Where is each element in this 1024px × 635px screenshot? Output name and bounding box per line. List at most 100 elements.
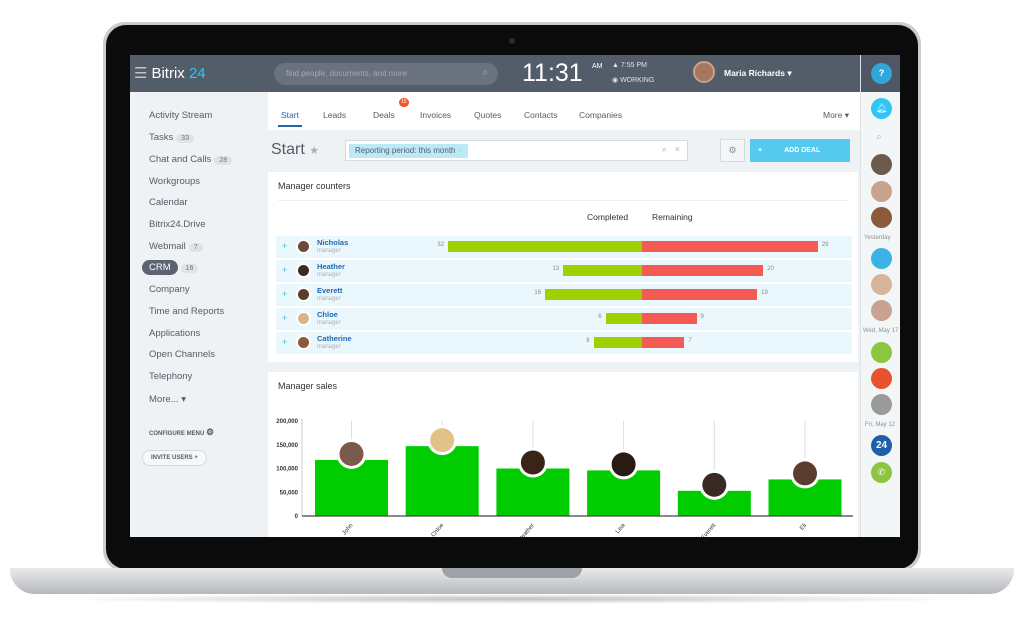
tab-quotes[interactable]: Quotes xyxy=(474,110,501,120)
manager-avatar xyxy=(296,335,311,350)
y-tick-label: 50,000 xyxy=(280,490,299,496)
configure-menu[interactable]: CONFIGURE MENU ⚙ xyxy=(149,427,215,437)
bitrix24-icon[interactable]: 24 xyxy=(871,435,892,456)
sidebar-item-tasks[interactable]: Tasks 33 xyxy=(149,132,195,143)
expand-icon[interactable]: + xyxy=(282,313,288,323)
tab-leads[interactable]: Leads xyxy=(323,110,346,120)
clock-ampm: AM xyxy=(592,63,603,70)
counter-row: + Everett manager 16 19 xyxy=(276,284,852,306)
crm-tabs: Start Leads Deals 15 Invoices Quotes Contacts C… xyxy=(268,92,860,130)
sidebar-item-calendar[interactable]: Calendar xyxy=(149,197,188,208)
x-tick-label: Everett xyxy=(701,522,718,537)
sidebar-item-activity-stream[interactable]: Activity Stream xyxy=(149,110,212,121)
contact-avatar[interactable] xyxy=(871,274,892,295)
sidebar-item-time-and-reports[interactable]: Time and Reports xyxy=(149,306,224,317)
filter-input[interactable]: Reporting period: this month × ⌕ × xyxy=(345,140,688,161)
tab-companies[interactable]: Companies xyxy=(579,110,622,120)
manager-name[interactable]: Everett xyxy=(317,286,343,295)
logo[interactable]: ☰ Bitrix 24 xyxy=(134,65,206,82)
manager-sales-panel: Manager sales 0 50,000 100,000 150,000 200,0… xyxy=(268,372,858,537)
sidebar-item-open-channels[interactable]: Open Channels xyxy=(149,349,215,360)
manager-avatar xyxy=(702,472,727,497)
remaining-bar xyxy=(642,313,697,324)
search-icon[interactable]: ⌕ xyxy=(876,131,883,143)
phone-icon[interactable]: ✆ xyxy=(871,462,892,483)
expand-icon[interactable]: + xyxy=(282,265,288,275)
clear-icon[interactable]: × xyxy=(674,144,680,154)
work-status[interactable]: ◉ WORKING xyxy=(612,77,655,84)
help-button[interactable]: ? xyxy=(871,63,892,84)
sidebar-item-label: Activity Stream xyxy=(149,110,213,121)
menu-icon[interactable]: ☰ xyxy=(134,65,148,82)
invite-users-button[interactable]: INVITE USERS + xyxy=(142,450,207,466)
contact-avatar[interactable] xyxy=(871,181,892,202)
top-header: ☰ Bitrix 24 find people, documents, and m… xyxy=(130,55,860,92)
expand-icon[interactable]: + xyxy=(282,337,288,347)
contact-avatar[interactable] xyxy=(871,154,892,175)
search-icon[interactable]: ⌕ xyxy=(661,144,667,154)
contact-avatar[interactable] xyxy=(871,207,892,228)
bell-icon[interactable]: 🔔︎ xyxy=(871,98,892,119)
remaining-value: 7 xyxy=(688,338,692,344)
y-tick-label: 200,000 xyxy=(276,419,298,425)
sidebar-item-webmail[interactable]: Webmail 7 xyxy=(149,241,203,252)
count-badge: 16 xyxy=(180,264,199,273)
manager-avatar xyxy=(430,428,455,453)
remaining-bar xyxy=(642,289,758,300)
sidebar-item-label: Company xyxy=(149,284,190,295)
tab-label: Contacts xyxy=(524,110,558,120)
sidebar-item-company[interactable]: Company xyxy=(149,284,190,295)
manager-name[interactable]: Chloe xyxy=(317,310,338,319)
settings-button[interactable]: ⚙ xyxy=(720,139,745,162)
contact-avatar[interactable] xyxy=(871,300,892,321)
tab-invoices[interactable]: Invoices xyxy=(420,110,451,120)
tab-deals[interactable]: Deals 15 xyxy=(373,98,409,120)
remove-icon: × xyxy=(457,146,463,155)
completed-header: Completed xyxy=(587,212,629,222)
tab-start[interactable]: Start xyxy=(281,110,299,120)
contact-avatar[interactable] xyxy=(871,394,892,415)
add-deal-button[interactable]: + ADD DEAL xyxy=(750,139,850,162)
sidebar-item-chat-and-calls[interactable]: Chat and Calls 28 xyxy=(149,154,233,165)
manager-name[interactable]: Catherine xyxy=(317,334,352,343)
manager-avatar xyxy=(520,450,545,475)
count-badge: 7 xyxy=(188,243,203,252)
completed-bar xyxy=(605,313,642,324)
tab-more[interactable]: More ▾ xyxy=(823,110,849,120)
manager-name[interactable]: Heather xyxy=(317,262,345,271)
y-tick-label: 0 xyxy=(295,514,299,520)
completed-value: 8 xyxy=(586,338,590,344)
date-label: Wed, May 17 xyxy=(863,328,899,334)
megaphone-icon[interactable] xyxy=(871,368,892,389)
sidebar-item-applications[interactable]: Applications xyxy=(149,328,200,339)
search-input[interactable]: find people, documents, and more ⌕ xyxy=(274,63,498,85)
completed-bar xyxy=(593,337,642,348)
manager-avatar xyxy=(611,452,636,477)
tab-label: Companies xyxy=(579,110,622,120)
megaphone-icon[interactable] xyxy=(871,342,892,363)
sidebar-item-more[interactable]: More... ▾ xyxy=(149,394,186,405)
sidebar-item-label: Bitrix24.Drive xyxy=(149,219,206,230)
manager-avatar xyxy=(296,311,311,326)
completed-value: 6 xyxy=(598,314,602,320)
x-tick-label: Heather xyxy=(518,523,536,537)
filter-chip[interactable]: Reporting period: this month × xyxy=(349,144,469,158)
manager-name[interactable]: Nicholas xyxy=(317,238,349,247)
sidebar-item-workgroups[interactable]: Workgroups xyxy=(149,176,200,187)
cloud-icon[interactable] xyxy=(871,248,892,269)
x-tick-label: Lisa xyxy=(615,522,627,535)
sidebar-item-bitrix24-drive[interactable]: Bitrix24.Drive xyxy=(149,219,206,230)
tab-contacts[interactable]: Contacts xyxy=(524,110,558,120)
user-avatar[interactable] xyxy=(693,61,715,83)
remaining-header: Remaining xyxy=(652,212,693,222)
laptop-shadow xyxy=(40,594,984,604)
star-icon[interactable]: ★ xyxy=(309,145,320,157)
remaining-value: 9 xyxy=(700,314,704,320)
sidebar-item-crm[interactable]: CRM 16 xyxy=(142,260,199,275)
user-menu[interactable]: Maria Richards ▾ xyxy=(724,68,792,78)
counter-row: + Chloe manager 6 9 xyxy=(276,308,852,330)
expand-icon[interactable]: + xyxy=(282,241,288,251)
sidebar-item-telephony[interactable]: Telephony xyxy=(149,371,192,382)
webcam xyxy=(509,38,515,44)
expand-icon[interactable]: + xyxy=(282,289,288,299)
